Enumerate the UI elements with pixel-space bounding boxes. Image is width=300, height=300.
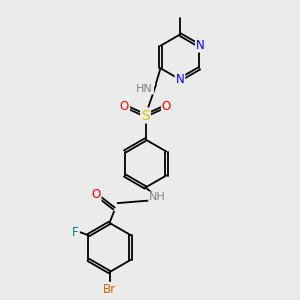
Text: Br: Br [103,283,116,296]
Text: NH: NH [149,192,166,203]
Text: O: O [92,188,100,202]
Text: S: S [141,109,150,122]
Text: N: N [176,73,184,86]
Text: F: F [72,226,79,239]
Text: N: N [196,39,205,52]
Text: HN: HN [136,84,153,94]
Text: O: O [162,100,171,113]
Text: O: O [120,100,129,113]
